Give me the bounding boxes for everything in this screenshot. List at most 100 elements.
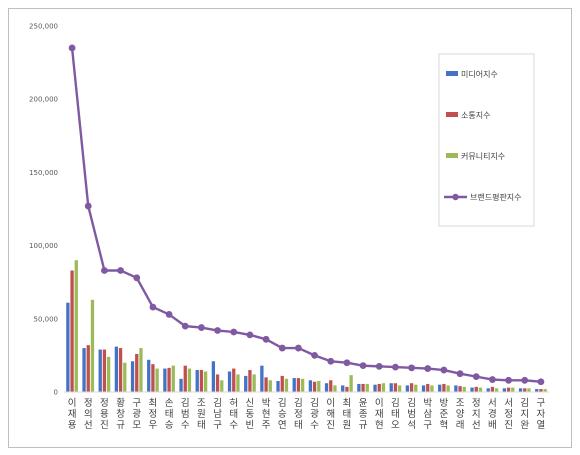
line-point: [359, 362, 367, 370]
bar-소통지수: [135, 353, 139, 392]
bar-미디어지수: [292, 378, 296, 392]
bar-미디어지수: [163, 368, 167, 392]
bar-미디어지수: [421, 385, 426, 392]
bar-커뮤니티지수: [462, 386, 466, 392]
bar-커뮤니티지수: [300, 378, 305, 392]
bar-소통지수: [151, 364, 155, 392]
bar-커뮤니티지수: [252, 374, 256, 392]
bar-소통지수: [296, 378, 301, 392]
bar-미디어지수: [502, 388, 507, 392]
bar-커뮤니티지수: [511, 387, 515, 392]
bar-소통지수: [118, 348, 123, 392]
bar-소통지수: [409, 383, 414, 392]
brand-reputation-chart: 0 50,000 100,000 150,000 200,000 250,000 이 재 용 정…: [29, 23, 549, 431]
bar-미디어지수: [535, 389, 539, 392]
y-tick-label: 250,000: [29, 23, 58, 31]
y-tick-label: 150,000: [29, 169, 58, 177]
bar-소통지수: [199, 370, 204, 392]
bar-미디어지수: [195, 370, 199, 392]
bar-미디어지수: [130, 361, 135, 392]
bar-미디어지수: [260, 365, 264, 392]
bar-커뮤니티지수: [349, 375, 353, 392]
bar-커뮤니티지수: [74, 260, 78, 392]
bar-커뮤니티지수: [397, 385, 402, 392]
bar-소통지수: [329, 380, 333, 392]
bar-소통지수: [183, 365, 187, 392]
line-point: [472, 373, 480, 381]
bar-소통지수: [377, 383, 381, 392]
y-tick-label: 50,000: [34, 315, 59, 323]
bar-미디어지수: [66, 302, 70, 392]
bar-미디어지수: [518, 388, 523, 392]
line-point: [101, 267, 108, 274]
line-point: [295, 344, 302, 352]
legend-swatch: [446, 71, 458, 76]
y-axis: 0 50,000 100,000 150,000 200,000 250,000: [29, 23, 58, 397]
line-point: [278, 344, 286, 352]
bar-소통지수: [280, 375, 284, 392]
bar-소통지수: [232, 368, 236, 392]
legend-label: 미디어지수: [461, 69, 498, 79]
bar-미디어지수: [276, 381, 280, 392]
bar-소통지수: [215, 374, 220, 392]
bar-소통지수: [490, 386, 495, 392]
line-point: [456, 370, 464, 378]
bar-소통지수: [312, 381, 317, 392]
bar-미디어지수: [227, 371, 232, 392]
bar-미디어지수: [470, 387, 474, 392]
bar-미디어지수: [438, 384, 442, 392]
bar-커뮤니티지수: [494, 388, 499, 392]
bar-소통지수: [539, 389, 543, 392]
bar-미디어지수: [114, 346, 119, 392]
bar-미디어지수: [341, 385, 345, 392]
line-point: [198, 324, 205, 331]
legend-label: 브랜드평판지수: [470, 192, 522, 202]
bar-소통지수: [523, 388, 527, 392]
bar-미디어지수: [357, 383, 361, 392]
bar-소통지수: [361, 383, 365, 392]
legend-label: 커뮤니티지수: [461, 151, 505, 161]
line-point: [505, 376, 512, 384]
bar-커뮤니티지수: [123, 362, 127, 392]
x-axis: 이 재 용 정 의 선 정 용 진 황 창 규 구 광 모 최 정 우 손 태 승 김 범 수 조 원 태 김 남 구 허 태 수 신 동 빈 박 현 주 김…: [64, 391, 549, 431]
bar-미디어지수: [308, 380, 313, 392]
bar-커뮤니티지수: [155, 368, 159, 392]
line-point: [537, 378, 545, 386]
line-point: [375, 362, 383, 370]
line-point: [149, 303, 157, 311]
bar-소통지수: [474, 386, 478, 392]
bar-소통지수: [264, 377, 268, 392]
line-point: [181, 322, 189, 330]
line-point: [489, 376, 496, 383]
bar-미디어지수: [211, 361, 216, 392]
bar-커뮤니티지수: [203, 371, 208, 392]
bar-소통지수: [248, 370, 252, 392]
line-point: [165, 311, 173, 318]
bar-미디어지수: [486, 388, 490, 392]
line-point: [230, 328, 238, 336]
bar-커뮤니티지수: [446, 385, 450, 392]
bar-소통지수: [458, 386, 462, 392]
bar-미디어지수: [98, 349, 102, 392]
